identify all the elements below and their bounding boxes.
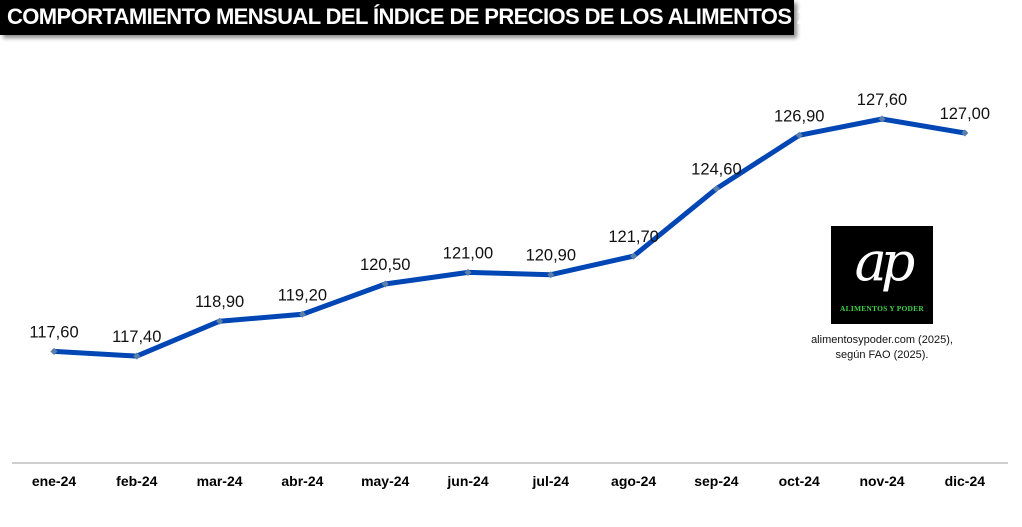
- data-point: [464, 268, 472, 276]
- x-tick-label: may-24: [361, 473, 409, 489]
- x-tick-label: jul-24: [532, 473, 570, 489]
- data-label: 117,60: [29, 323, 78, 341]
- data-point: [547, 271, 555, 279]
- data-point: [961, 129, 969, 137]
- logo: ap ALIMENTOS Y PODER: [831, 226, 933, 324]
- data-point: [381, 280, 389, 288]
- data-labels: 117,60 117,40 118,90 119,20 120,50 121,00 120,…: [29, 91, 990, 346]
- logo-mark: ap: [854, 230, 916, 293]
- data-point: [795, 131, 803, 139]
- data-label: 127,00: [940, 105, 990, 123]
- x-tick-label: ago-24: [611, 473, 656, 489]
- data-point: [133, 352, 141, 360]
- x-tick-label: sep-24: [694, 473, 739, 489]
- x-tick-label: ene-24: [32, 473, 77, 489]
- data-label: 117,40: [112, 328, 161, 346]
- x-tick-label: jun-24: [446, 473, 488, 489]
- data-label: 127,60: [857, 91, 907, 109]
- data-point: [50, 347, 58, 355]
- x-tick-label: abr-24: [281, 473, 323, 489]
- data-label: 124,60: [691, 161, 741, 179]
- data-point: [878, 115, 886, 123]
- data-label: 126,90: [774, 107, 824, 125]
- series-line: [51, 116, 968, 359]
- data-label: 120,90: [526, 247, 576, 265]
- data-point: [298, 310, 306, 318]
- data-label: 121,00: [443, 244, 493, 262]
- data-label: 121,70: [608, 228, 658, 246]
- data-point: [712, 185, 720, 193]
- x-tick-label: oct-24: [779, 473, 820, 489]
- x-tick-labels: ene-24 feb-24 mar-24 abr-24 may-24 jun-24 jul-…: [32, 473, 985, 489]
- series-group: [50, 115, 969, 360]
- x-tick-label: dic-24: [945, 473, 986, 489]
- data-point: [216, 317, 224, 325]
- data-label: 119,20: [278, 286, 327, 304]
- x-tick-label: mar-24: [197, 473, 243, 489]
- source-line-2: según FAO (2025).: [835, 349, 929, 361]
- x-tick-label: nov-24: [859, 473, 904, 489]
- data-label: 118,90: [195, 293, 244, 311]
- data-label: 120,50: [360, 256, 410, 274]
- x-tick-label: feb-24: [116, 473, 157, 489]
- data-point: [630, 252, 638, 260]
- chart-title: COMPORTAMIENTO MENSUAL DEL ÍNDICE DE PRE…: [7, 4, 844, 29]
- source-line-1: alimentosypoder.com (2025),: [811, 334, 953, 346]
- source-note: alimentosypoder.com (2025), según FAO (2…: [798, 333, 966, 363]
- title-banner: COMPORTAMIENTO MENSUAL DEL ÍNDICE DE PRE…: [0, 0, 844, 35]
- logo-text: ALIMENTOS Y PODER: [840, 304, 924, 313]
